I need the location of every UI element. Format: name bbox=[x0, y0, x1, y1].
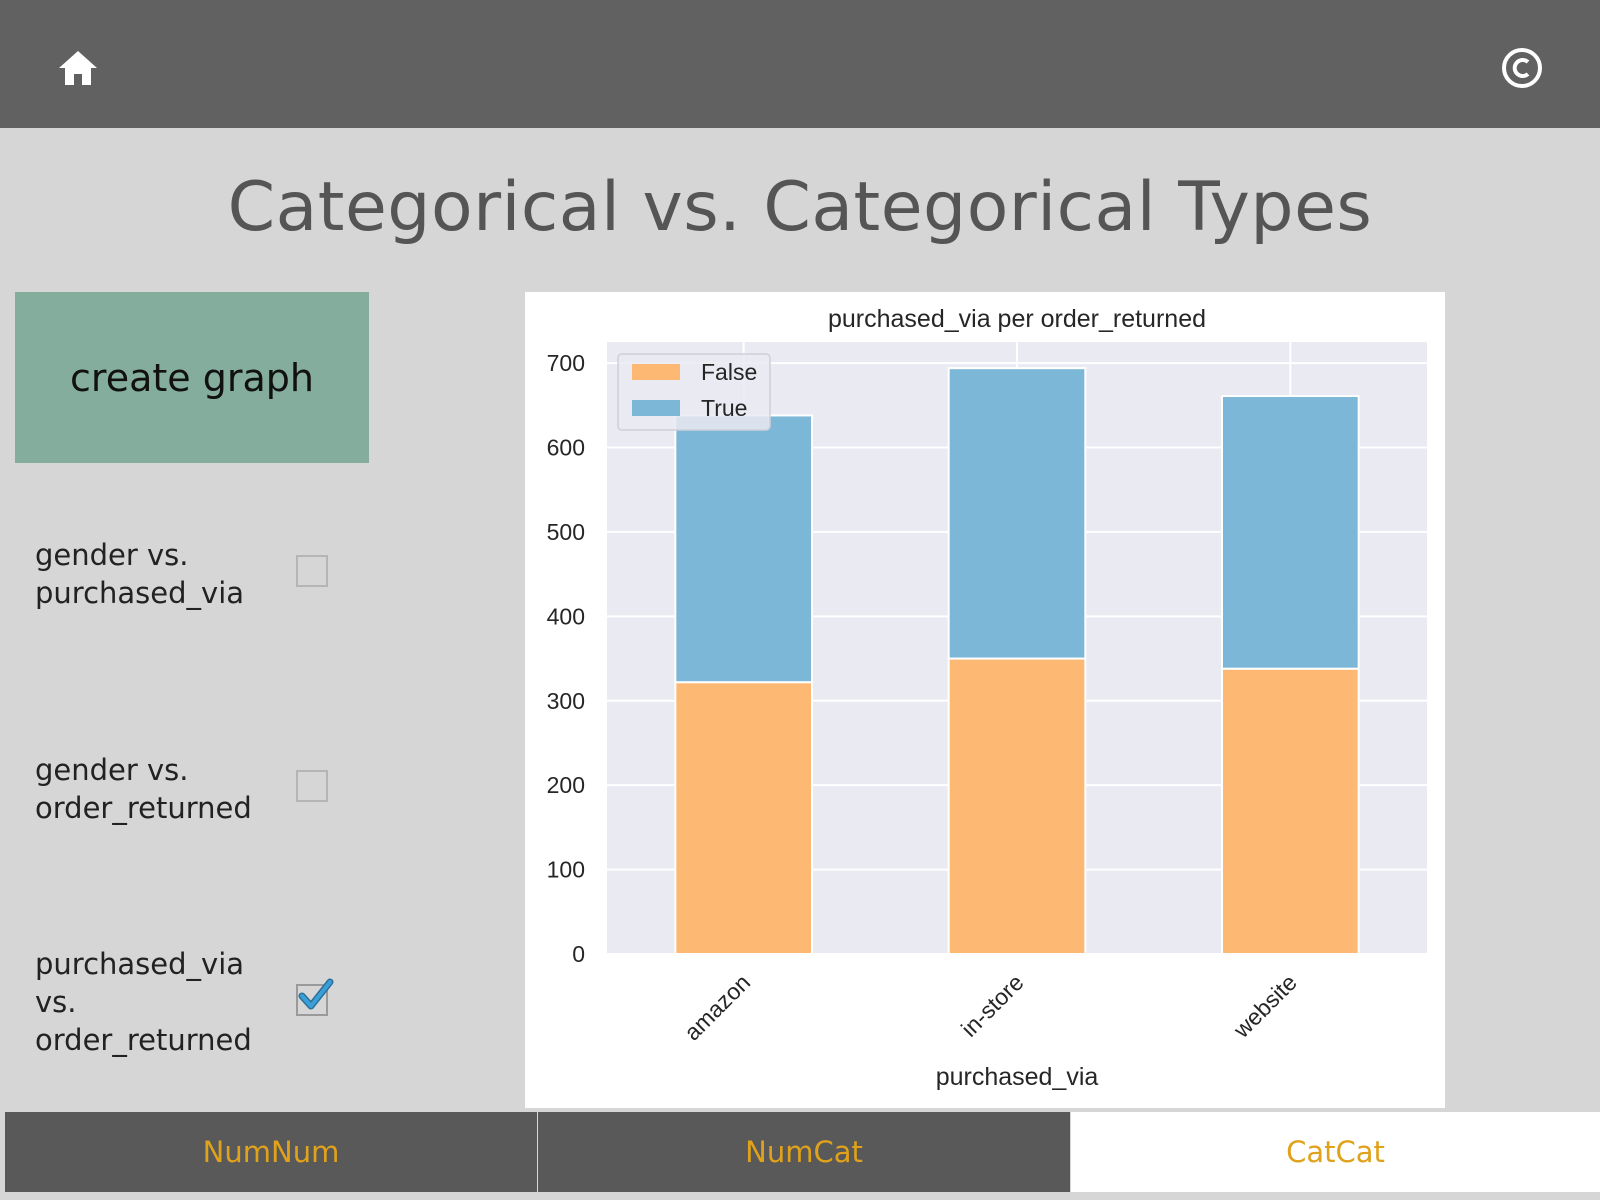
x-tick-label: website bbox=[1228, 969, 1302, 1043]
chart-bars bbox=[674, 367, 1360, 955]
bar-website-true bbox=[1221, 395, 1360, 670]
y-tick-label: 0 bbox=[572, 941, 585, 967]
bar-in-store-false bbox=[947, 657, 1087, 955]
top-app-bar bbox=[0, 0, 1600, 128]
bar-website-false bbox=[1221, 667, 1360, 955]
option-label-line: gender vs. bbox=[35, 753, 189, 787]
y-tick-label: 200 bbox=[547, 772, 585, 798]
chart-title: purchased_via per order_returned bbox=[828, 305, 1206, 333]
option-label-line: order_returned bbox=[35, 1023, 252, 1057]
page-title: Categorical vs. Categorical Types bbox=[227, 168, 1373, 247]
x-tick-label: amazon bbox=[679, 969, 755, 1045]
checkbox-purchased-via-vs-order-returned[interactable] bbox=[296, 978, 334, 1016]
y-tick-label: 700 bbox=[547, 350, 585, 376]
tab-numnum[interactable]: NumNum bbox=[5, 1112, 537, 1192]
bottom-tab-bar: NumNum NumCat CatCat bbox=[0, 1112, 1600, 1200]
option-label-line: purchased_via bbox=[35, 576, 245, 610]
option-label-line: purchased_via bbox=[35, 947, 245, 981]
option-label-line: order_returned bbox=[35, 791, 252, 825]
legend-label: False bbox=[701, 359, 757, 385]
chart-panel: 0 100 200 300 400 500 600 700 amazon in-store webs… bbox=[525, 292, 1445, 1108]
chart-legend: False True bbox=[617, 353, 771, 431]
x-tick-label: in-store bbox=[956, 969, 1029, 1042]
chart: 0 100 200 300 400 500 600 700 amazon in-store webs… bbox=[547, 305, 1427, 1091]
checkbox-gender-vs-purchased-via[interactable] bbox=[296, 555, 328, 587]
tab-catcat[interactable]: CatCat bbox=[1071, 1112, 1600, 1192]
legend-label: True bbox=[701, 395, 747, 421]
option-label: gender vs. purchased_via bbox=[35, 536, 275, 612]
y-tick-label: 500 bbox=[547, 519, 585, 545]
y-tick-label: 400 bbox=[547, 603, 585, 629]
y-tick-label: 300 bbox=[547, 688, 585, 714]
home-icon[interactable] bbox=[56, 48, 100, 88]
x-axis-label: purchased_via bbox=[936, 1063, 1099, 1091]
option-label: gender vs. order_returned bbox=[35, 751, 275, 827]
bar-amazon-true bbox=[674, 414, 813, 684]
option-label-line: gender vs. bbox=[35, 538, 189, 572]
option-label-line: vs. bbox=[35, 985, 77, 1019]
tab-numcat[interactable]: NumCat bbox=[538, 1112, 1070, 1192]
legend-swatch bbox=[632, 400, 680, 416]
y-tick-label: 100 bbox=[547, 857, 585, 883]
checkbox-gender-vs-order-returned[interactable] bbox=[296, 770, 328, 802]
option-label: purchased_via vs. order_returned bbox=[35, 945, 275, 1059]
legend-swatch bbox=[632, 364, 680, 380]
checkmark-icon bbox=[298, 978, 334, 1010]
y-tick-label: 600 bbox=[547, 435, 585, 461]
copyright-icon[interactable] bbox=[1500, 46, 1544, 90]
bar-in-store-true bbox=[947, 367, 1087, 660]
create-graph-button[interactable]: create graph bbox=[15, 292, 369, 463]
bar-amazon-false bbox=[674, 681, 813, 955]
